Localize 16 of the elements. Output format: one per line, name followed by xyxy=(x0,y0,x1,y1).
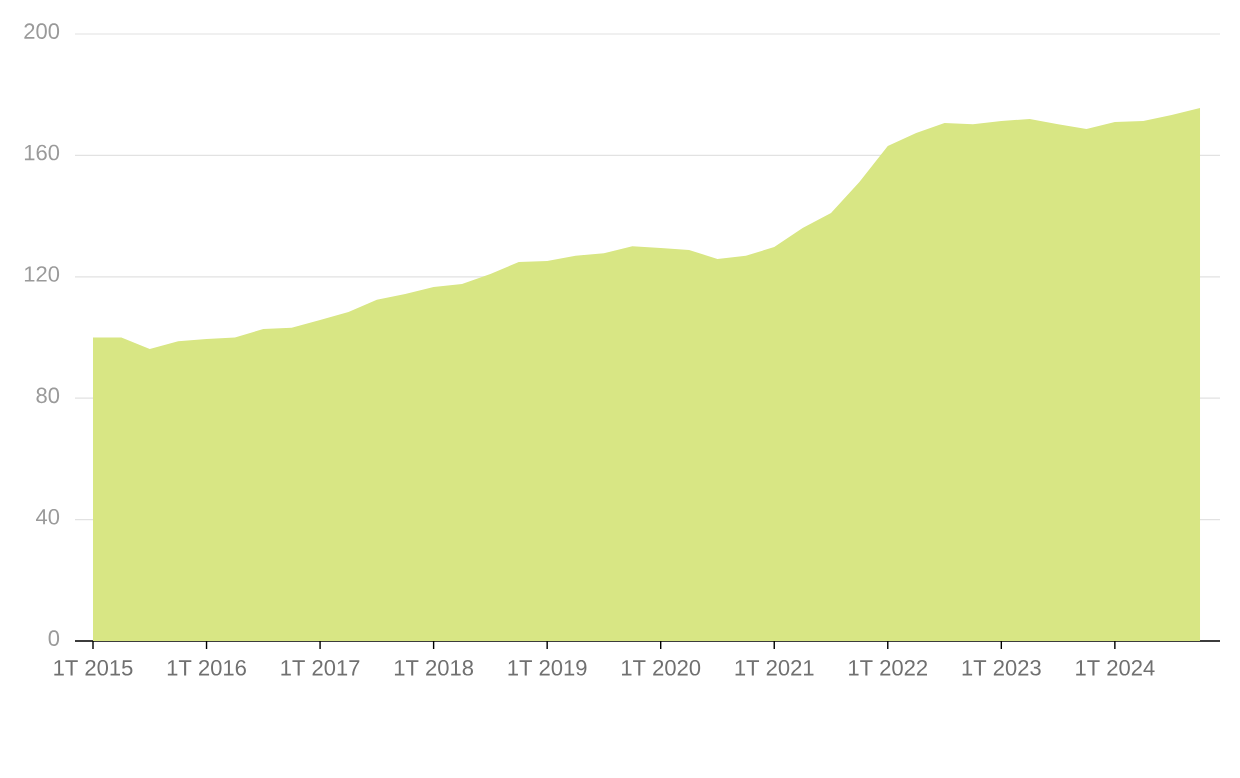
y-tick-label: 200 xyxy=(24,23,60,39)
y-tick-label: 160 xyxy=(24,144,60,161)
x-tick-label: 1T 2019 xyxy=(508,660,587,676)
x-tick-label: 1T 2020 xyxy=(622,660,701,676)
y-tick-label: 80 xyxy=(36,387,60,404)
x-tick-label: 1T 2017 xyxy=(281,660,360,676)
x-tick-label: 1T 2016 xyxy=(167,660,246,676)
x-tick-label: 1T 2023 xyxy=(962,660,1041,676)
x-tick-label: 1T 2024 xyxy=(1076,660,1155,676)
x-tick-label: 1T 2021 xyxy=(735,660,814,676)
x-tick-label: 1T 2015 xyxy=(54,660,133,676)
y-tick-label: 120 xyxy=(24,266,60,282)
x-tick-label: 1T 2022 xyxy=(849,660,928,676)
y-tick-label: 0 xyxy=(48,630,60,646)
y-tick-label: 40 xyxy=(35,508,60,525)
x-tick-label: 1T 2018 xyxy=(394,660,473,676)
